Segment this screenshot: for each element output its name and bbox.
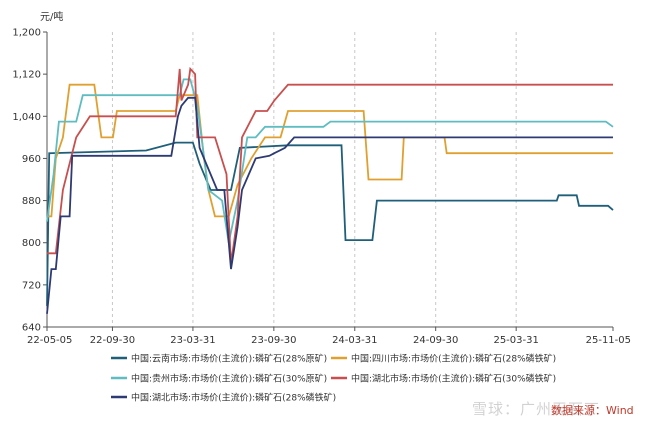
y-tick-label: 800	[22, 238, 41, 249]
y-tick-label: 720	[22, 280, 41, 291]
x-tick-label: 23-09-30	[251, 335, 296, 346]
series-line	[47, 83, 613, 218]
legend-label: 中国:贵州市场:市场价(主流价):磷矿石(30%原矿)	[131, 373, 327, 385]
x-tick-label: 23-03-31	[170, 335, 215, 346]
x-tick-label: 22-05-05	[27, 335, 72, 346]
legend-label: 中国:云南市场:市场价(主流价):磷矿石(28%原矿)	[131, 353, 327, 365]
source-note: 数据来源：Wind	[551, 404, 634, 417]
y-tick-label: 1,120	[12, 70, 41, 81]
legend-label: 中国:四川市场:市场价(主流价):磷矿石(28%磷铁矿)	[351, 353, 556, 365]
y-tick-label: 880	[22, 196, 41, 207]
x-tick-label: 25-11-05	[586, 335, 631, 346]
y-tick-label: 1,040	[12, 112, 41, 123]
y-tick-label: 1,200	[12, 28, 41, 39]
x-tick-label: 24-03-31	[332, 335, 377, 346]
series-lines	[46, 66, 614, 314]
y-axis-unit-label: 元/吨	[40, 10, 63, 23]
series-line	[46, 141, 614, 306]
x-tick-label: 24-09-30	[413, 335, 458, 346]
legend-label: 中国:湖北市场:市场价(主流价):磷矿石(30%磷铁矿)	[351, 373, 556, 385]
legend-label: 中国:湖北市场:市场价(主流价):磷矿石(28%磷铁矿)	[131, 392, 336, 404]
series-line	[46, 96, 613, 314]
y-tick-label: 640	[22, 323, 41, 334]
x-axis: 22-05-05 22-09-30 23-03-31 23-09-30 24-03-31…	[27, 326, 631, 346]
y-axis: 640 720 800 880 960 1,040 1,120 1,200	[12, 28, 48, 334]
series-line	[47, 66, 613, 264]
y-tick-label: 960	[22, 154, 41, 165]
gridlines	[111, 32, 517, 327]
watermark: 雪球：广州天石丁	[472, 400, 601, 418]
series-line	[46, 78, 614, 243]
x-tick-label: 22-09-30	[90, 335, 135, 346]
x-tick-label: 25-03-31	[493, 335, 538, 346]
legend: 中国:云南市场:市场价(主流价):磷矿石(28%原矿) 中国:四川市场:市场价(主…	[111, 353, 556, 404]
